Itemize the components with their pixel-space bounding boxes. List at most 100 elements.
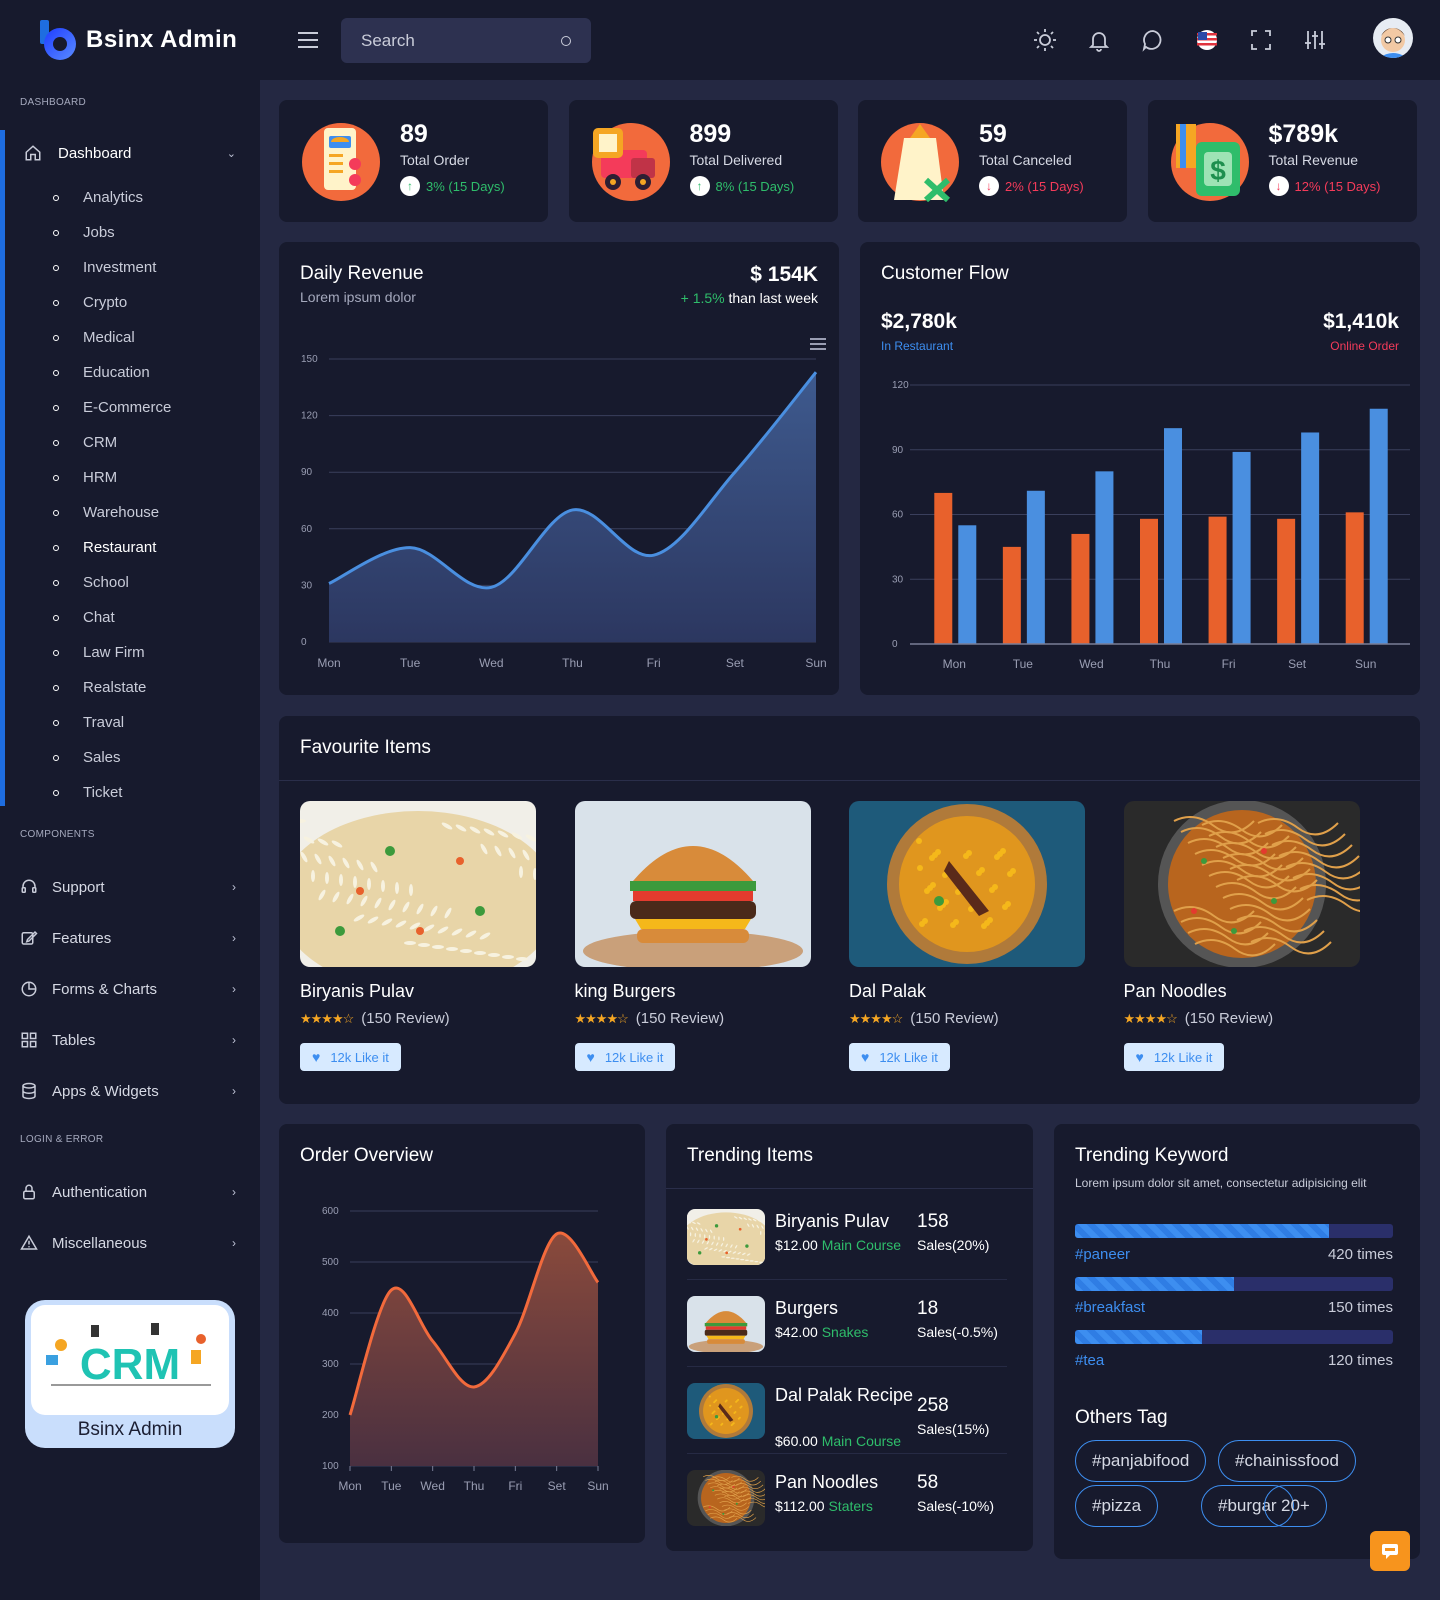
sidebar-item-tables[interactable]: Tables › [20,1031,236,1049]
y-tick-label: 600 [322,1206,339,1217]
trending-item-sales: Sales(-10%) [917,1498,995,1514]
trending-item[interactable]: Dal Palak Recipe $60.00 Main Course 258 Sal… [687,1383,1007,1455]
promo-card[interactable]: CRM Bsinx Admin [25,1300,235,1448]
favourite-item[interactable]: Pan Noodles ★★★★☆ (150 Review) ♥ 12k Like it [1123,801,1360,1071]
hamburger-menu-icon[interactable] [298,32,318,48]
sidebar-item-features[interactable]: Features › [20,929,236,947]
burger-image[interactable] [574,801,811,967]
sidebar-item-crm[interactable]: CRM [52,425,171,460]
keyword-tag[interactable]: #breakfast [1075,1299,1146,1316]
trending-item[interactable]: Pan Noodles $112.00 Staters 58 Sales(-10%) [687,1470,1007,1542]
y-tick-label: 30 [892,574,904,585]
bar[interactable] [1232,451,1251,644]
tag-chip[interactable]: #pizza [1075,1485,1159,1527]
sidebar-item-apps-widgets[interactable]: Apps & Widgets › [20,1082,236,1100]
search-box[interactable] [341,18,591,63]
bar[interactable] [1164,428,1182,644]
bar[interactable] [1002,546,1021,644]
sidebar-item-hrm[interactable]: HRM [52,460,171,495]
like-button[interactable]: ♥ 12k Like it [300,1043,401,1071]
like-button[interactable]: ♥ 12k Like it [574,1043,676,1071]
like-button[interactable]: ♥ 12k Like it [849,1043,950,1071]
order-overview-title: Order Overview [300,1145,434,1166]
bar[interactable] [1140,518,1158,644]
sidebar-item-jobs[interactable]: Jobs [52,215,171,250]
x-tick-label: Tue [1013,657,1034,671]
brand[interactable]: Bsinx Admin [38,18,237,62]
sidebar-item-realstate[interactable]: Realstate [52,670,171,705]
bullet-icon [53,194,59,201]
avatar[interactable] [1373,18,1413,58]
sidebar-item-ticket[interactable]: Ticket [52,775,171,810]
keyword-times: 120 times [1327,1352,1393,1369]
search-input[interactable] [361,30,541,51]
bar[interactable] [1277,518,1296,644]
fullscreen-icon[interactable] [1249,28,1273,52]
sidebar-item-law-firm[interactable]: Law Firm [52,635,171,670]
sidebar-item-education[interactable]: Education [52,355,171,390]
stat-change: ↓ 12% (15 Days) [1268,176,1380,196]
favourite-item[interactable]: Dal Palak ★★★★☆ (150 Review) ♥ 12k Like it [849,801,1085,1071]
keyword-tag[interactable]: #paneer [1075,1246,1131,1263]
tag-chip[interactable]: 20+ [1264,1485,1327,1527]
sidebar-item-crypto[interactable]: Crypto [52,285,171,320]
trending-item[interactable]: Biryanis Pulav $12.00 Main Course 158 Sales… [687,1209,1007,1281]
section-dashboard: DASHBOARD [20,97,87,108]
bullet-icon [53,684,59,691]
sidebar-item-e-commerce[interactable]: E-Commerce [52,390,171,425]
sidebar-item-restaurant[interactable]: Restaurant [52,530,171,565]
y-tick-label: 120 [301,411,318,422]
sidebar-item-school[interactable]: School [52,565,171,600]
bar[interactable] [1345,512,1364,644]
search-icon[interactable] [561,35,571,46]
favourite-item[interactable]: king Burgers ★★★★☆ (150 Review) ♥ 12k Like i… [574,801,811,1071]
noodles-image[interactable] [1123,801,1360,967]
arrow-down-icon: ↓ [979,176,999,196]
sun-icon[interactable] [1033,28,1057,52]
bar[interactable] [1208,516,1227,644]
trending-item[interactable]: Burgers $42.00 Snakes 18 Sales(-0.5%) [687,1296,1007,1368]
sidebar-item-sales[interactable]: Sales [52,740,171,775]
trending-item-sales: Sales(-0.5%) [917,1324,998,1340]
like-button[interactable]: ♥ 12k Like it [1123,1043,1225,1071]
sidebar-item-miscellaneous[interactable]: Miscellaneous › [20,1234,236,1252]
bar[interactable] [1095,471,1114,644]
bar[interactable] [1026,490,1045,644]
sidebar-item-forms-charts[interactable]: Forms & Charts › [20,980,236,998]
settings-sliders-icon[interactable] [1303,28,1327,52]
sidebar-item-dashboard[interactable]: Dashboard ⌄ [24,144,236,162]
trending-item-price-row: $60.00 Main Course [775,1433,901,1449]
sidebar-item-analytics[interactable]: Analytics [52,180,171,215]
bar[interactable] [934,492,953,644]
chart-menu-icon[interactable] [810,338,826,350]
x-tick-label: Sun [805,656,826,670]
sidebar-item-traval[interactable]: Traval [52,705,171,740]
bar[interactable] [1071,533,1090,644]
active-indicator [0,130,5,806]
us-flag-icon[interactable] [1195,28,1219,52]
stat-value: $789k [1268,120,1339,148]
dal-palak-image[interactable] [849,801,1085,967]
bar[interactable] [958,525,977,644]
bar[interactable] [1301,432,1320,644]
sidebar-item-support[interactable]: Support › [20,878,236,896]
biryani-image[interactable] [300,801,536,967]
bar[interactable] [1369,408,1388,644]
sidebar-item-authentication[interactable]: Authentication › [20,1183,236,1201]
sidebar-item-label: E-Commerce [83,399,172,416]
sidebar-item-chat[interactable]: Chat [52,600,171,635]
bullet-icon [53,474,59,481]
tag-chip[interactable]: #burgar [1201,1485,1294,1527]
keyword-tag[interactable]: #tea [1075,1352,1105,1369]
tag-chip[interactable]: #panjabifood [1075,1440,1207,1482]
sidebar-item-medical[interactable]: Medical [52,320,171,355]
chat-support-button[interactable] [1370,1531,1410,1571]
sidebar-item-warehouse[interactable]: Warehouse [52,495,171,530]
bell-icon[interactable] [1087,28,1111,52]
stat-change: ↓ 2% (15 Days) [979,176,1084,196]
trending-item-sales: Sales(15%) [917,1421,990,1437]
chat-icon[interactable] [1141,28,1165,52]
tag-chip[interactable]: #chainissfood [1218,1440,1356,1482]
sidebar-item-investment[interactable]: Investment [52,250,171,285]
favourite-item[interactable]: Biryanis Pulav ★★★★☆ (150 Review) ♥ 12k Like… [300,801,536,1071]
